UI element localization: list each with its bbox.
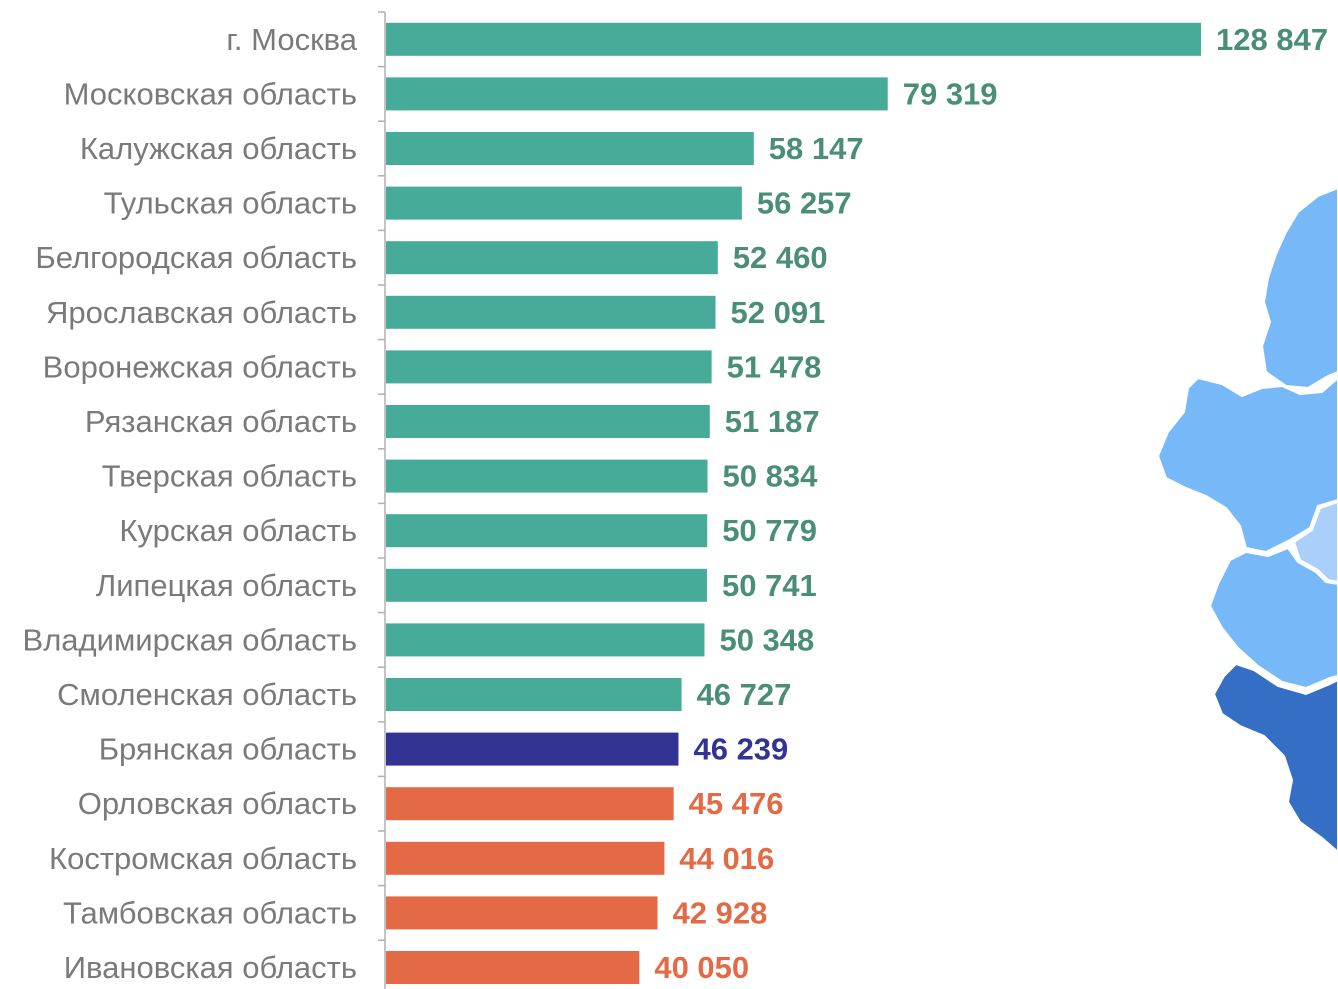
category-label: Орловская область [78,786,357,821]
category-label: Тульская область [104,186,357,221]
bars-group [386,22,1201,984]
category-label: Смоленская область [57,677,357,712]
category-label: Брянская область [99,732,357,767]
value-label: 51 187 [725,404,820,439]
bar [386,295,716,329]
category-label: Московская область [64,76,357,111]
bar [386,896,658,930]
map-region-south [1212,662,1338,854]
value-label: 79 319 [903,76,998,111]
category-label: Калужская область [80,131,357,166]
category-label: Костромская область [49,841,357,876]
category-label: Липецкая область [96,568,357,603]
category-label: Тамбовская область [63,895,357,930]
bar [386,732,679,766]
value-label: 50 834 [723,459,819,494]
value-label: 45 476 [689,786,784,821]
bar [386,350,712,384]
category-label: Ярославская область [46,295,357,330]
labels-group: г. Москва 128 847 Московская область 79 319… [23,22,1329,985]
value-label: 50 741 [722,568,817,603]
value-label: 56 257 [757,186,852,221]
value-label: 46 239 [693,732,788,767]
category-label: Рязанская область [85,404,357,439]
bar [386,514,708,548]
category-label: Владимирская область [23,622,357,657]
bar [386,568,707,602]
value-label: 44 016 [679,841,774,876]
map-region-north [1260,186,1338,390]
category-label: Воронежская область [43,349,357,384]
category-label: Белгородская область [35,240,357,275]
map-region-small [1292,500,1338,584]
category-label: г. Москва [226,22,357,57]
category-axis [378,11,386,989]
bar [386,77,888,111]
bar [386,459,708,493]
bar [386,951,640,984]
value-label: 50 779 [722,513,817,548]
bar [386,405,710,438]
value-label: 46 727 [697,677,792,712]
value-label: 52 460 [733,240,828,275]
value-label: 52 091 [730,295,825,330]
region-map-decoration [1156,186,1338,854]
value-label: 50 348 [719,622,814,657]
category-label: Ивановская область [64,950,357,985]
value-label: 40 050 [654,950,749,985]
category-label: Курская область [119,513,357,548]
value-label: 58 147 [769,131,864,166]
bar [386,241,718,275]
bar [386,22,1201,56]
bar [386,841,665,875]
map-region-southwest [1208,546,1338,690]
bar [386,132,754,165]
bar [386,678,682,711]
value-label: 42 928 [673,895,768,930]
map-region-west [1156,376,1338,554]
bar [386,186,742,220]
value-label: 51 478 [727,349,822,384]
bar [386,787,674,821]
bar [386,623,705,657]
category-label: Тверская область [102,459,357,494]
value-label: 128 847 [1216,22,1328,57]
